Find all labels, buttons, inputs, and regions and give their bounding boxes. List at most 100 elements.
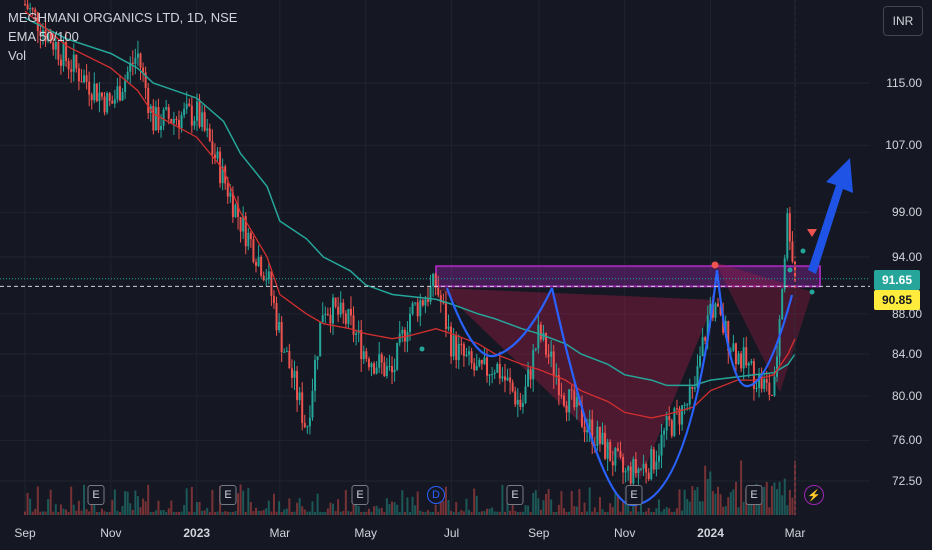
dividend-event-marker[interactable]: D <box>427 486 445 504</box>
volume-bar <box>450 510 453 515</box>
signal-dot <box>800 248 806 254</box>
flash-event-marker[interactable]: ⚡ <box>804 485 824 505</box>
chart-overlay <box>0 0 870 515</box>
volume-bar <box>275 511 278 515</box>
volume-bar <box>578 488 581 515</box>
volume-bar <box>31 511 34 515</box>
volume-bar <box>609 503 612 515</box>
volume-bar <box>534 490 537 515</box>
volume-bar <box>262 510 265 515</box>
candle-body <box>188 103 191 106</box>
earnings-event-marker[interactable]: E <box>745 485 763 505</box>
volume-bar <box>709 471 712 515</box>
candle-body <box>367 358 370 368</box>
candle-body <box>442 302 445 304</box>
candle-body <box>195 101 198 121</box>
candle-body <box>717 303 719 307</box>
earnings-event-marker[interactable]: E <box>625 485 643 505</box>
volume-bar <box>160 510 163 515</box>
volume-bar <box>411 496 414 515</box>
volume-bar <box>583 502 586 515</box>
volume-bar <box>231 512 234 515</box>
volume-bar <box>717 486 719 515</box>
candle-body <box>301 392 304 423</box>
candle-body <box>180 115 183 129</box>
volume-bar <box>229 511 232 515</box>
candle-body <box>432 273 435 287</box>
candle-body <box>545 332 548 355</box>
candle-body <box>383 362 386 377</box>
volume-bar <box>203 510 206 515</box>
volume-bar <box>152 511 155 515</box>
candle-body <box>308 417 311 427</box>
volume-bar <box>98 511 101 515</box>
earnings-event-marker[interactable]: E <box>351 485 369 505</box>
marker-price-tag: 90.85 <box>874 290 920 310</box>
candle-body <box>375 367 378 374</box>
volume-bar <box>332 503 334 515</box>
candle-body <box>365 351 368 359</box>
candle-body <box>108 93 111 101</box>
candle-body <box>47 33 50 42</box>
candle-body <box>765 379 768 383</box>
earnings-event-marker[interactable]: E <box>219 485 237 505</box>
volume-bar <box>378 508 381 515</box>
time-tick-label: Sep <box>528 526 550 540</box>
volume-bar <box>349 511 352 515</box>
volume-bar <box>326 508 329 515</box>
volume-bar <box>642 511 645 515</box>
volume-bar <box>701 501 704 515</box>
ema-indicator-label[interactable]: EMA 50/100 <box>8 29 79 44</box>
candle-body <box>478 359 481 366</box>
volume-bar <box>41 511 44 515</box>
volume-bar <box>131 509 134 515</box>
volume-bar <box>342 510 345 515</box>
candle-body <box>619 451 622 457</box>
candle-body <box>640 468 642 470</box>
candle-body <box>696 366 699 388</box>
candle-body <box>429 286 432 302</box>
volume-bar <box>139 507 142 515</box>
volume-bar <box>347 511 350 515</box>
candle-body <box>647 472 650 480</box>
candle-body <box>65 41 68 62</box>
volume-bar <box>157 500 160 515</box>
volume-bar <box>624 503 627 515</box>
volume-bar <box>580 511 583 515</box>
candle-body <box>480 359 483 364</box>
volume-bar <box>257 510 260 515</box>
symbol-title[interactable]: MEGHMANI ORGANICS LTD, 1D, NSE <box>8 10 238 25</box>
candle-body <box>401 329 404 334</box>
volume-bar <box>665 507 668 515</box>
candle-body <box>483 357 486 364</box>
volume-bar <box>473 488 476 515</box>
volume-bar <box>216 511 219 515</box>
volume-bar <box>52 511 55 515</box>
volume-bar <box>503 511 506 515</box>
volume-bars <box>24 460 796 515</box>
volume-bar <box>460 509 463 515</box>
earnings-event-marker[interactable]: E <box>87 485 105 505</box>
candle-body <box>763 379 766 389</box>
volume-bar <box>627 498 630 515</box>
candle-body <box>111 100 114 104</box>
currency-button[interactable]: INR <box>883 6 923 36</box>
candle-body <box>609 441 612 462</box>
candle-body <box>758 373 761 388</box>
volume-bar <box>606 511 609 515</box>
candle-body <box>352 315 355 335</box>
candle-body <box>278 321 281 331</box>
candle-body <box>447 326 450 329</box>
volume-indicator-label[interactable]: Vol <box>8 48 27 63</box>
volume-bar <box>190 486 193 515</box>
volume-bar <box>575 506 578 515</box>
volume-bar <box>688 501 691 515</box>
volume-bar <box>719 494 722 515</box>
earnings-event-marker[interactable]: E <box>506 485 524 505</box>
candle-body <box>373 363 376 374</box>
candle-body <box>355 333 358 335</box>
volume-bar <box>722 506 725 515</box>
volume-bar <box>573 506 576 515</box>
candle-body <box>319 322 322 357</box>
